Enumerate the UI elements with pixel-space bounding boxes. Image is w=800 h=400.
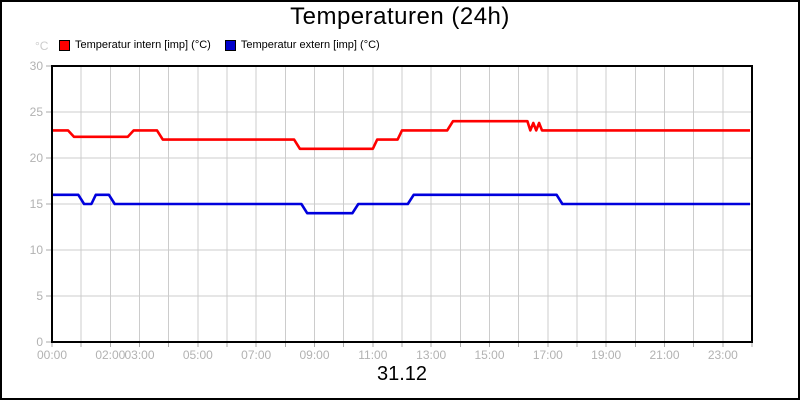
svg-text:02:00: 02:00 xyxy=(95,348,125,362)
svg-text:03:00: 03:00 xyxy=(124,348,154,362)
svg-text:07:00: 07:00 xyxy=(241,348,271,362)
legend-label-intern: Temperatur intern [imp] (°C) xyxy=(75,39,211,51)
svg-text:20: 20 xyxy=(30,151,44,165)
svg-text:17:00: 17:00 xyxy=(533,348,563,362)
axis-ticks xyxy=(46,65,753,347)
date-label: 31.12 xyxy=(376,363,428,385)
svg-text:30: 30 xyxy=(30,59,44,73)
chart-title: Temperaturen (24h) xyxy=(290,3,510,30)
svg-text:21:00: 21:00 xyxy=(649,348,679,362)
legend-label-extern: Temperatur extern [imp] (°C) xyxy=(240,39,380,51)
svg-text:00:00: 00:00 xyxy=(37,348,67,362)
svg-text:11:00: 11:00 xyxy=(358,348,387,362)
legend-swatch-intern-icon xyxy=(59,39,70,51)
svg-text:15:00: 15:00 xyxy=(474,348,504,362)
series-line-extern xyxy=(52,193,750,215)
svg-text:25: 25 xyxy=(30,105,44,119)
svg-text:23:00: 23:00 xyxy=(708,348,738,362)
legend-item-extern: Temperatur extern [imp] (°C) xyxy=(224,39,380,51)
svg-text:10: 10 xyxy=(30,243,44,257)
series-line-intern xyxy=(52,119,750,151)
svg-text:5: 5 xyxy=(36,289,43,303)
svg-text:0: 0 xyxy=(36,335,43,349)
plot-border xyxy=(51,65,753,343)
legend-swatch-extern-icon xyxy=(224,39,236,51)
y-axis-unit-label: °C xyxy=(35,39,49,53)
x-tick-labels: 00:00 02:00 03:00 05:00 07:00 09:00 11:00 13:00… xyxy=(37,348,738,362)
legend: Temperatur intern [imp] (°C) Temperatur … xyxy=(59,39,380,51)
svg-text:15: 15 xyxy=(30,197,44,211)
svg-text:13:00: 13:00 xyxy=(416,348,446,362)
y-tick-labels: 0 5 10 15 20 25 30 xyxy=(30,59,44,349)
svg-text:19:00: 19:00 xyxy=(591,348,621,362)
legend-item-intern: Temperatur intern [imp] (°C) xyxy=(59,39,211,51)
svg-text:09:00: 09:00 xyxy=(299,348,329,362)
svg-text:05:00: 05:00 xyxy=(183,348,213,362)
